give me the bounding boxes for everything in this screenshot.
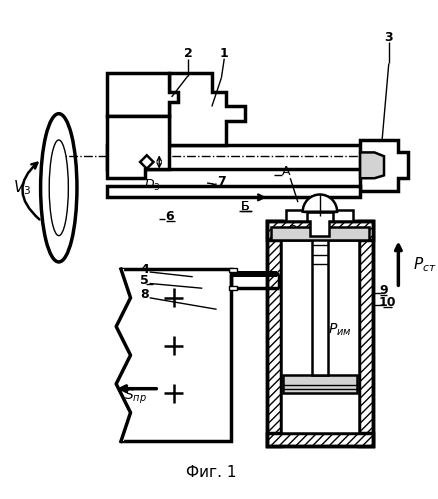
Bar	[267, 433, 373, 446]
Text: Фиг. 1: Фиг. 1	[186, 466, 236, 481]
Text: 10: 10	[378, 296, 396, 309]
Polygon shape	[169, 73, 245, 145]
Text: Б: Б	[241, 201, 250, 214]
Text: 9: 9	[380, 283, 389, 296]
Polygon shape	[106, 73, 178, 116]
Bar	[106, 145, 365, 169]
Wedge shape	[303, 195, 337, 212]
Bar	[267, 221, 373, 241]
Text: 7: 7	[217, 175, 226, 188]
Text: 8: 8	[141, 288, 149, 301]
Text: 4: 4	[141, 262, 149, 275]
Bar	[283, 375, 357, 393]
Bar	[267, 221, 373, 446]
Bar	[312, 236, 328, 375]
Polygon shape	[307, 212, 333, 236]
Text: $D_3$: $D_3$	[144, 178, 161, 194]
Text: 3: 3	[385, 31, 393, 44]
Text: Б: Б	[241, 201, 250, 214]
Text: 6: 6	[166, 210, 174, 223]
Bar	[229, 286, 237, 290]
Text: 5: 5	[141, 274, 149, 287]
Polygon shape	[140, 155, 153, 169]
Bar	[281, 241, 359, 433]
Text: 1: 1	[220, 47, 229, 60]
Bar	[267, 221, 281, 446]
Text: $P_{им}$: $P_{им}$	[328, 321, 351, 337]
Bar	[106, 186, 360, 198]
Text: $V_3$: $V_3$	[13, 179, 32, 197]
Text: $S_{пр}$: $S_{пр}$	[124, 388, 147, 407]
Bar	[286, 210, 353, 221]
Polygon shape	[106, 116, 169, 178]
Bar	[121, 269, 231, 441]
Bar	[229, 268, 237, 272]
Text: 2: 2	[184, 47, 192, 60]
Bar	[231, 271, 277, 277]
Ellipse shape	[49, 140, 68, 236]
Text: A: A	[282, 165, 291, 178]
Text: B: B	[289, 225, 297, 238]
Polygon shape	[360, 140, 408, 191]
Text: $P_{ст}$: $P_{ст}$	[413, 255, 436, 273]
Bar	[359, 221, 373, 446]
Bar	[271, 227, 369, 241]
Polygon shape	[360, 152, 384, 178]
Ellipse shape	[41, 114, 77, 262]
